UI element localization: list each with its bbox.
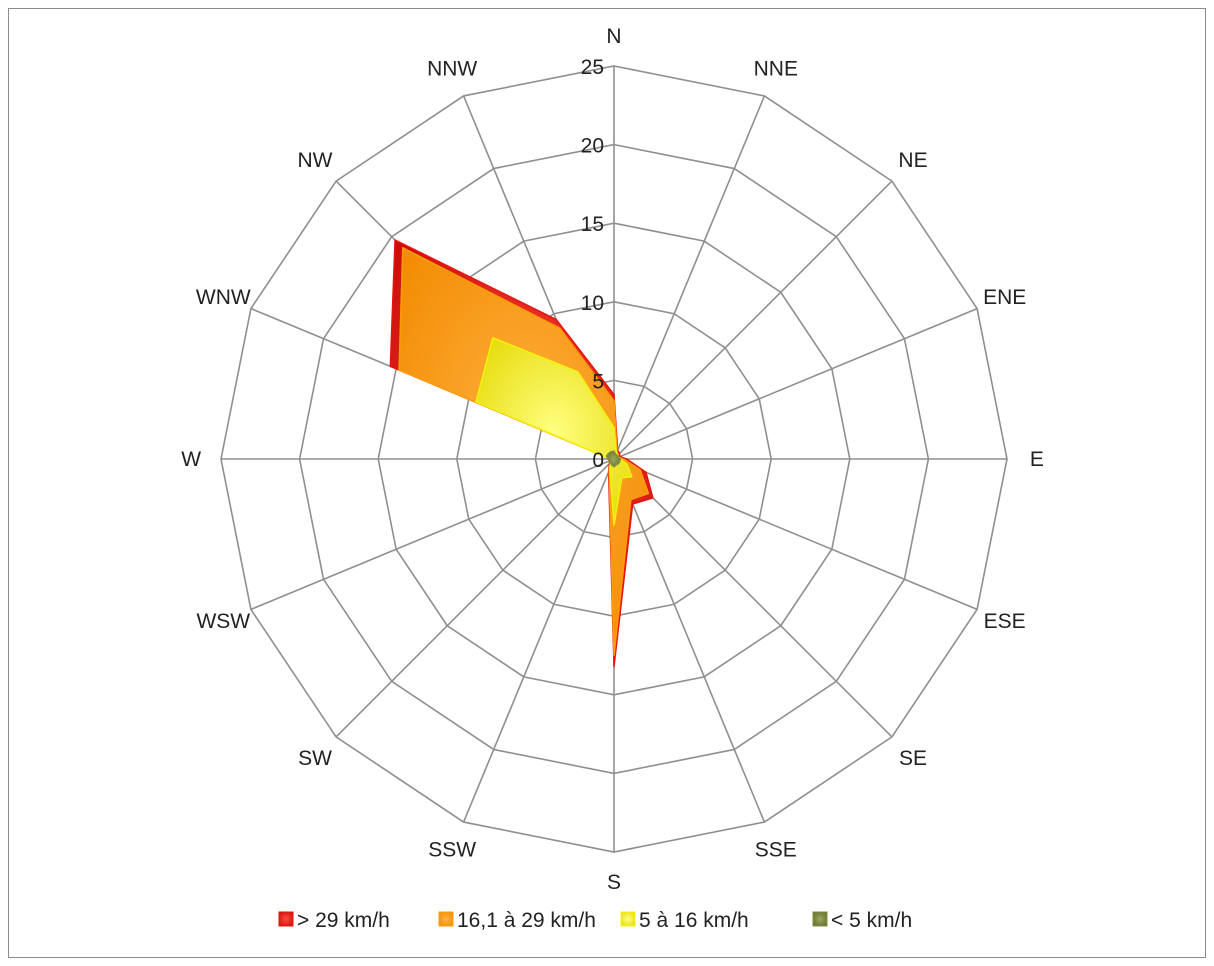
category-label-ssw: SSW — [428, 839, 476, 862]
legend-label-2: 5 à 16 km/h — [639, 909, 749, 932]
legend-label-0: > 29 km/h — [297, 909, 390, 932]
chart-frame: 0 5 10 15 20 25 N NNE NE ENE E ESE SE SSE S SSW SW WSW W W… — [8, 8, 1206, 958]
legend-swatch-3 — [812, 911, 828, 927]
legend-swatch-0 — [278, 911, 294, 927]
tick-label-0: 0 — [592, 449, 604, 472]
category-label-w: W — [181, 448, 201, 471]
series-layer — [389, 239, 654, 668]
grid-spoke-wsw — [250, 458, 615, 611]
category-labels: N NNE NE ENE E ESE SE SSE S SSW SW WSW W WNW NW NNW — [181, 25, 1044, 894]
category-label-ene: ENE — [983, 286, 1026, 309]
grid-spoke-ssw — [462, 458, 615, 823]
series-area-2 — [475, 337, 633, 526]
legend-swatch-2 — [620, 911, 636, 927]
legend-label-3: < 5 km/h — [831, 909, 912, 932]
grid-spoke-ne — [613, 180, 893, 460]
grid-spoke-nne — [613, 95, 766, 460]
category-label-sse: SSE — [755, 839, 797, 862]
legend-swatch-1 — [438, 911, 454, 927]
category-label-wnw: WNW — [196, 286, 251, 309]
category-label-wsw: WSW — [196, 610, 250, 633]
category-label-se: SE — [899, 747, 927, 770]
grid-spoke-sse — [613, 458, 766, 823]
grid-spoke-ene — [613, 307, 978, 460]
grid-spoke-ese — [613, 458, 978, 611]
category-label-e: E — [1030, 448, 1044, 471]
grid-spoke-se — [613, 458, 893, 738]
grid-spoke-sw — [335, 458, 615, 738]
category-label-nnw: NNW — [427, 57, 477, 80]
category-label-nne: NNE — [754, 57, 798, 80]
category-label-ese: ESE — [984, 610, 1026, 633]
category-label-nw: NW — [297, 149, 332, 172]
radial-tick-labels: 0 5 10 15 20 25 — [581, 56, 604, 472]
tick-label-5: 5 — [592, 370, 604, 393]
legend-label-1: 16,1 à 29 km/h — [457, 909, 596, 932]
legend: > 29 km/h 16,1 à 29 km/h 5 à 16 km/h < 5 km… — [278, 909, 912, 932]
tick-label-10: 10 — [581, 292, 604, 315]
tick-label-20: 20 — [581, 135, 604, 158]
series-area-3 — [605, 450, 622, 468]
tick-label-25: 25 — [581, 56, 604, 79]
tick-label-15: 15 — [581, 213, 604, 236]
wind-rose-chart: 0 5 10 15 20 25 N NNE NE ENE E ESE SE SSE S SSW SW WSW W W… — [181, 25, 1044, 932]
category-label-s: S — [607, 871, 621, 894]
category-label-n: N — [606, 25, 621, 48]
category-label-ne: NE — [898, 149, 927, 172]
category-label-sw: SW — [298, 747, 332, 770]
